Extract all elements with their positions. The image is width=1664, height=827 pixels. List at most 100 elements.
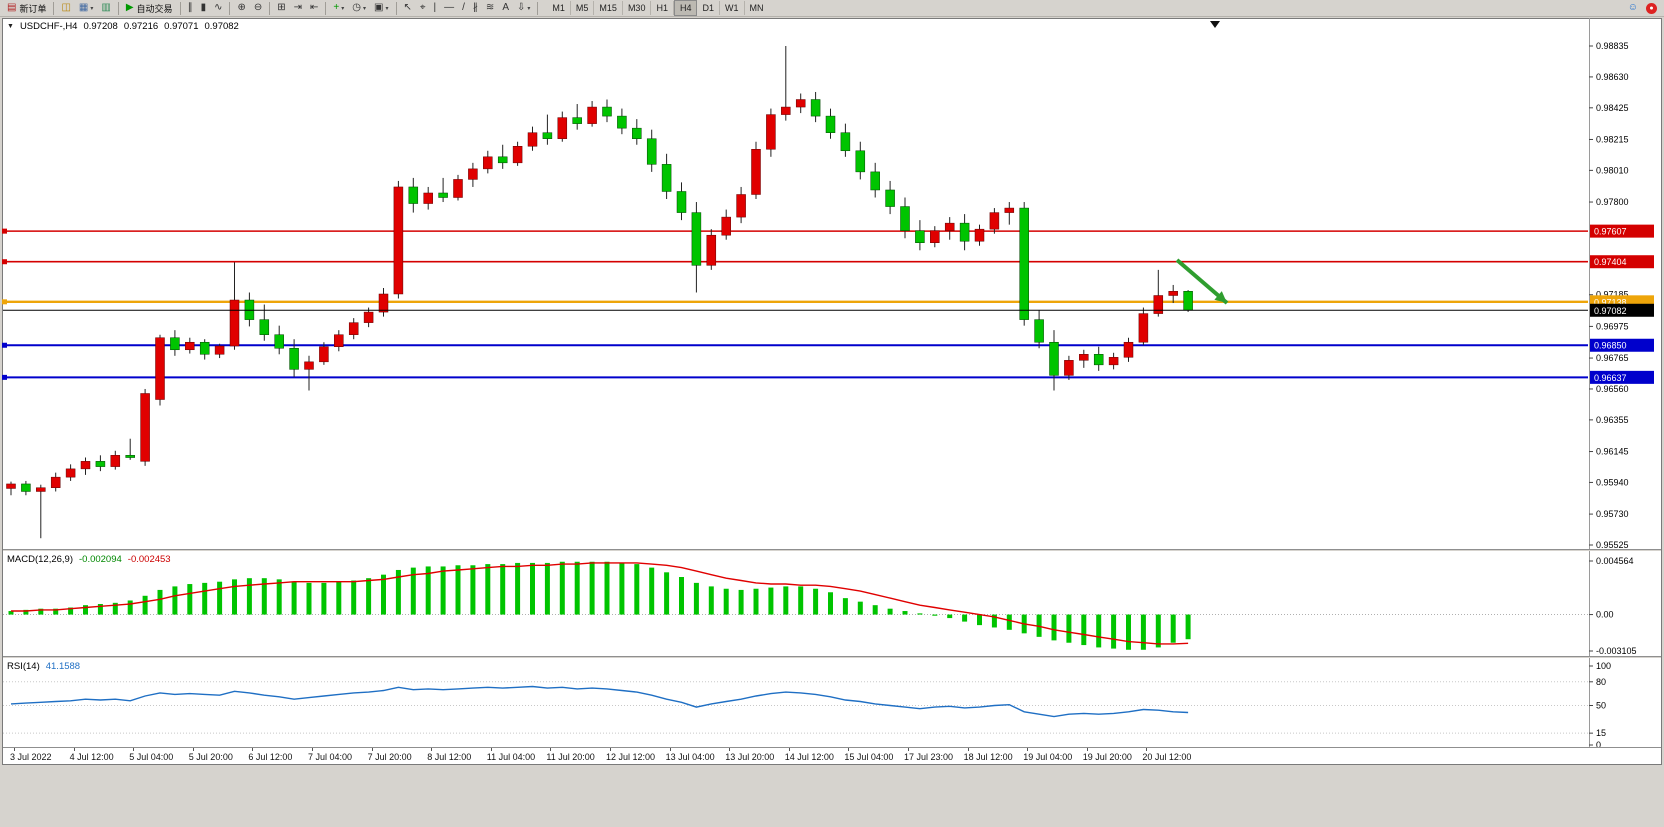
timeframe-button-d1[interactable]: D1: [697, 1, 720, 15]
caret-down-icon: ▾: [385, 5, 389, 12]
toolbar-separator: [229, 1, 231, 15]
price-label-box: [1590, 338, 1654, 352]
pane-divider[interactable]: [3, 656, 1661, 658]
zoom-out-icon[interactable]: ⊖: [251, 1, 265, 16]
fibonacci-icon[interactable]: ≋: [483, 1, 497, 16]
time-tick: [788, 748, 790, 751]
macd-label: MACD(12,26,9) -0.002094 -0.002453: [7, 554, 171, 565]
macd-signal-line: [11, 562, 1189, 645]
time-axis-label: 17 Jul 23:00: [904, 752, 954, 762]
main-chart[interactable]: 0.98835 0.98630 0.98425 0.98215 0.98010 0.978…: [0, 18, 1664, 549]
chart-header: ▼ USDCHF-,H4 0.97208 0.97216 0.97071 0.9…: [7, 21, 239, 32]
svg-text:-0.003105: -0.003105: [1596, 646, 1637, 656]
text-label-icon[interactable]: A: [499, 1, 512, 16]
price-tick-label: 0.96145: [1596, 447, 1629, 457]
svg-text:0.96637: 0.96637: [1594, 373, 1627, 383]
line-chart-icon: ∿: [214, 2, 223, 13]
periods-icon[interactable]: ◷ ▾: [349, 1, 369, 16]
new-order-button-label: 新订单: [19, 3, 47, 14]
rsi-panel-chart[interactable]: 100 80 50 15 0: [0, 658, 1664, 747]
community-icon[interactable]: ☺: [1625, 1, 1641, 16]
arrows-icon[interactable]: ⇩ ▾: [514, 1, 533, 16]
time-axis-border: [3, 747, 1661, 748]
chart-shift-icon[interactable]: ⇤: [307, 1, 321, 16]
time-tick: [729, 748, 731, 751]
time-tick: [1027, 748, 1029, 751]
notification-icon[interactable]: ●: [1643, 1, 1660, 16]
timeframe-button-w1[interactable]: W1: [720, 1, 745, 15]
profiles-icon[interactable]: ▦ ▾: [76, 1, 96, 16]
toolbar-separator: [117, 1, 119, 15]
cursor-icon[interactable]: ↖: [401, 1, 415, 16]
rsi-line: [10, 685, 1189, 718]
svg-text:100: 100: [1596, 661, 1611, 671]
templates-icon[interactable]: ▣ ▾: [371, 1, 391, 16]
timeframe-button-mn[interactable]: MN: [749, 3, 764, 13]
horizontal-line-icon: —: [444, 2, 455, 13]
horizontal-line-icon[interactable]: —: [441, 1, 457, 16]
ohlc-high-value: 0.97216: [123, 21, 159, 32]
timeframe-button-m1[interactable]: M1: [547, 1, 571, 15]
vertical-line-icon[interactable]: |: [431, 1, 440, 16]
data-window-icon[interactable]: ▥: [98, 1, 113, 16]
arrows-icon: ⇩: [516, 2, 526, 13]
equidistant-channel-icon: ∦: [472, 2, 478, 13]
time-tick: [1146, 748, 1148, 751]
svg-text:80: 80: [1596, 677, 1606, 687]
auto-trading-button[interactable]: ▶ 自动交易: [123, 1, 176, 16]
time-tick: [371, 748, 373, 751]
time-tick: [669, 748, 671, 751]
price-tick-label: 0.97800: [1596, 197, 1629, 207]
price-label-box: [1590, 224, 1654, 238]
tile-windows-icon[interactable]: ⊞: [274, 1, 288, 16]
zoom-in-icon[interactable]: ⊕: [234, 1, 248, 16]
equidistant-channel-icon[interactable]: ∦: [470, 1, 481, 16]
timeframe-button-m30[interactable]: M30: [623, 1, 652, 15]
vertical-line-icon: |: [433, 2, 437, 13]
time-tick: [133, 748, 135, 751]
line-chart-icon[interactable]: ∿: [211, 1, 225, 16]
crosshair-icon[interactable]: ⌖: [417, 1, 429, 16]
time-axis[interactable]: 3 Jul 2022 4 Jul 12:00 5 Jul 04:00 5 Jul 20…: [3, 748, 1661, 764]
price-tick-label: 0.98010: [1596, 165, 1629, 175]
pane-divider[interactable]: [3, 549, 1661, 551]
price-tick-label: 0.98835: [1596, 41, 1629, 51]
price-tick-label: 0.96355: [1596, 415, 1629, 425]
indicators-icon[interactable]: + ▾: [330, 1, 347, 16]
time-axis-label: 19 Jul 20:00: [1082, 752, 1132, 762]
time-axis-label: 14 Jul 12:00: [784, 752, 834, 762]
macd-panel-chart[interactable]: 0.004564 0.00 -0.003105: [0, 551, 1664, 656]
timeframe-button-m15[interactable]: M15: [594, 1, 623, 15]
templates-icon: ▣: [374, 2, 384, 13]
candlestick-icon: ▮: [200, 2, 207, 13]
time-axis-label: 7 Jul 20:00: [367, 752, 412, 762]
time-axis-label: 5 Jul 20:00: [188, 752, 233, 762]
svg-text:0.97404: 0.97404: [1594, 257, 1627, 267]
macd-value-signal: -0.002453: [127, 554, 171, 565]
timeframe-button-h4[interactable]: H4: [673, 0, 698, 16]
time-axis-label: 11 Jul 20:00: [546, 752, 595, 762]
rsi-label: RSI(14) 41.1588: [7, 661, 80, 672]
candlestick-icon[interactable]: ▮: [198, 1, 210, 16]
time-tick: [192, 748, 194, 751]
trendline-icon[interactable]: /: [459, 1, 468, 16]
auto-scroll-icon[interactable]: ⇥: [291, 1, 305, 16]
toolbar-separator: [53, 1, 55, 15]
time-axis-label: 7 Jul 04:00: [308, 752, 353, 762]
time-tick: [312, 748, 313, 751]
window-menu-icon[interactable]: ▼: [7, 23, 14, 30]
timeframe-button-h1[interactable]: H1: [651, 1, 674, 15]
svg-text:15: 15: [1596, 728, 1606, 738]
time-axis-label: 11 Jul 04:00: [486, 752, 536, 762]
new-chart-icon[interactable]: ◫: [58, 1, 73, 16]
time-tick: [610, 748, 611, 751]
data-window-icon: ▥: [101, 2, 111, 13]
time-axis-label: 8 Jul 12:00: [427, 752, 472, 762]
toolbar-separator: [537, 1, 539, 15]
auto-trading-button-label: 自动交易: [136, 3, 173, 14]
macd-histogram: [8, 561, 1191, 650]
new-order-button-icon: ▤: [7, 2, 17, 13]
new-order-button[interactable]: ▤ 新订单: [4, 1, 49, 16]
timeframe-button-m5[interactable]: M5: [571, 1, 595, 15]
bar-chart-icon[interactable]: ∥: [185, 1, 196, 16]
